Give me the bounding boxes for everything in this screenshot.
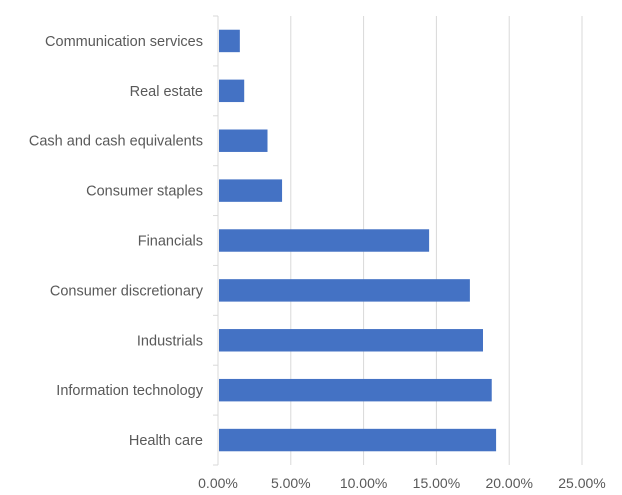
x-tick-label: 0.00% bbox=[198, 475, 238, 491]
category-label: Consumer discretionary bbox=[50, 283, 204, 299]
category-label: Financials bbox=[138, 234, 203, 250]
bar bbox=[219, 279, 470, 302]
bars bbox=[219, 29, 497, 452]
category-label: Cash and cash equivalents bbox=[29, 134, 203, 150]
x-tick-label: 20.00% bbox=[485, 475, 532, 491]
y-axis bbox=[213, 15, 219, 466]
x-tick-label: 25.00% bbox=[558, 475, 605, 491]
category-labels: Communication services Real estate Cash an… bbox=[29, 34, 204, 449]
x-tick-label: 15.00% bbox=[413, 475, 460, 491]
bar bbox=[219, 29, 240, 53]
category-label: Industrials bbox=[137, 333, 203, 349]
category-label: Health care bbox=[129, 433, 203, 449]
bar bbox=[219, 79, 245, 103]
category-label: Communication services bbox=[45, 34, 203, 50]
bar bbox=[219, 229, 430, 252]
x-tick-label: 10.00% bbox=[340, 475, 387, 491]
category-label: Consumer staples bbox=[86, 184, 203, 200]
bar bbox=[219, 378, 492, 402]
bar bbox=[219, 129, 268, 152]
bar bbox=[219, 428, 497, 452]
bar bbox=[219, 329, 483, 352]
x-tick-label: 5.00% bbox=[271, 475, 311, 491]
category-label: Real estate bbox=[130, 84, 203, 100]
bar bbox=[219, 179, 283, 202]
category-label: Information technology bbox=[56, 383, 203, 399]
x-tick-labels: 0.00% 5.00% 10.00% 15.00% 20.00% 25.00% bbox=[198, 475, 606, 491]
